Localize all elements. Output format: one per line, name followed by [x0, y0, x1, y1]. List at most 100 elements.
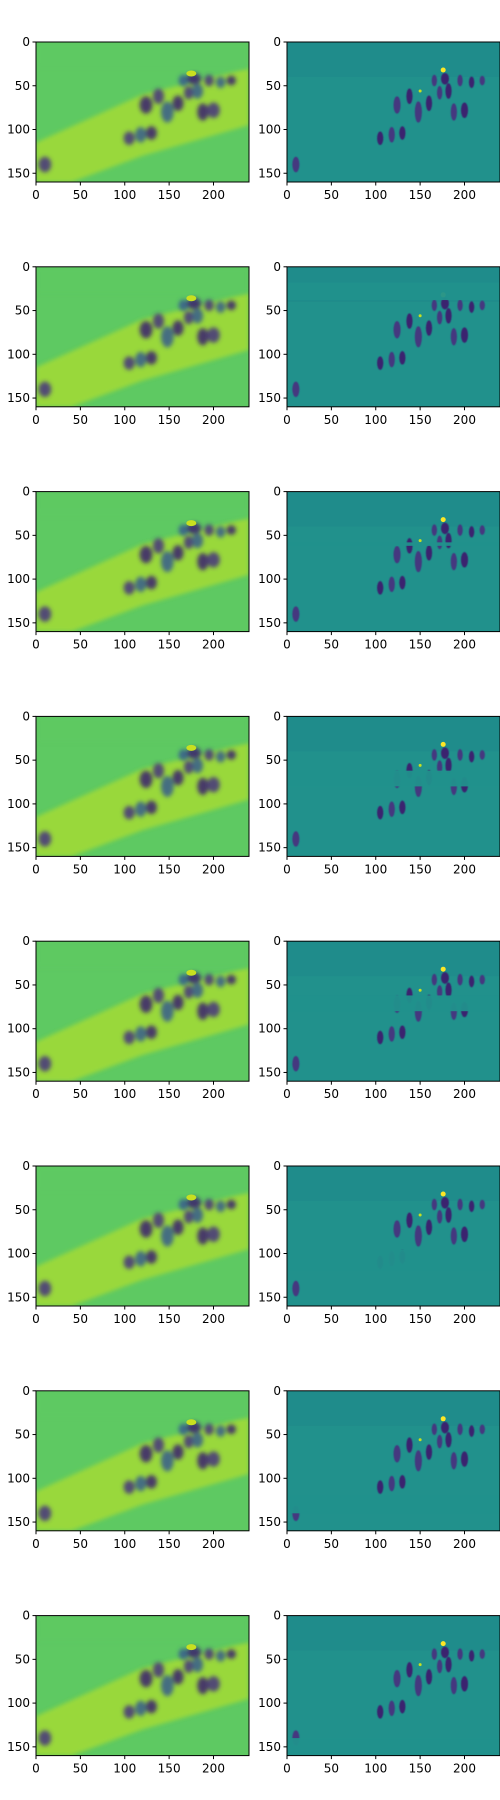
y-tick-label: 0 — [22, 709, 30, 723]
y-tick-label: 50 — [266, 1203, 281, 1217]
y-tick-label: 50 — [266, 528, 281, 542]
x-tick-label: 150 — [158, 862, 181, 876]
y-tick-label: 50 — [15, 1203, 30, 1217]
y-tick-label: 0 — [22, 1609, 30, 1623]
y-tick-label: 150 — [258, 1290, 281, 1304]
x-tick-label: 150 — [409, 1537, 432, 1551]
x-tick-label: 50 — [73, 638, 88, 652]
y-tick-label: 100 — [7, 572, 30, 586]
axes-frame — [286, 1165, 500, 1307]
x-tick-label: 200 — [202, 638, 225, 652]
axes-frame — [35, 1165, 250, 1307]
axes-frame — [35, 1390, 250, 1532]
y-tick-label: 150 — [258, 616, 281, 630]
y-tick-label: 150 — [258, 166, 281, 180]
x-tick-label: 0 — [32, 1762, 40, 1776]
x-tick-label: 0 — [283, 638, 291, 652]
x-tick-label: 50 — [73, 1312, 88, 1326]
y-tick-label: 0 — [22, 260, 30, 274]
heatmap-image — [36, 266, 249, 407]
x-tick-label: 200 — [453, 1537, 476, 1551]
x-tick-label: 0 — [32, 1087, 40, 1101]
heatmap-image — [287, 1166, 500, 1306]
x-tick-label: 50 — [324, 1312, 339, 1326]
x-tick-label: 50 — [324, 413, 339, 427]
y-tick-label: 50 — [15, 1652, 30, 1666]
axes-frame — [286, 715, 500, 857]
x-tick-label: 150 — [158, 1312, 181, 1326]
x-tick-label: 200 — [202, 1537, 225, 1551]
y-tick-label: 50 — [15, 79, 30, 93]
x-tick-label: 100 — [113, 413, 136, 427]
axes-frame — [286, 1615, 500, 1757]
y-tick-label: 0 — [273, 1159, 281, 1173]
y-tick-label: 150 — [258, 1740, 281, 1754]
heatmap-image — [36, 1166, 249, 1306]
x-tick-label: 150 — [409, 1087, 432, 1101]
x-tick-label: 200 — [202, 188, 225, 202]
x-tick-label: 0 — [283, 1087, 291, 1101]
y-tick-label: 50 — [15, 304, 30, 318]
x-tick-label: 200 — [453, 413, 476, 427]
x-tick-label: 50 — [73, 1762, 88, 1776]
y-tick-label: 100 — [258, 1696, 281, 1710]
x-tick-label: 150 — [409, 638, 432, 652]
heatmap-image — [36, 1390, 249, 1531]
x-tick-label: 50 — [73, 413, 88, 427]
y-tick-label: 100 — [7, 1022, 30, 1036]
x-tick-label: 100 — [113, 638, 136, 652]
x-tick-label: 200 — [453, 638, 476, 652]
x-tick-label: 0 — [32, 638, 40, 652]
x-tick-label: 100 — [113, 1537, 136, 1551]
axes-frame — [35, 491, 250, 633]
y-tick-label: 50 — [266, 753, 281, 767]
x-tick-label: 0 — [32, 413, 40, 427]
y-tick-label: 100 — [7, 123, 30, 137]
x-tick-label: 0 — [32, 1537, 40, 1551]
y-tick-label: 150 — [258, 391, 281, 405]
y-tick-label: 50 — [266, 978, 281, 992]
x-tick-label: 0 — [283, 1312, 291, 1326]
x-tick-label: 150 — [158, 1762, 181, 1776]
x-tick-label: 100 — [364, 862, 387, 876]
x-tick-label: 50 — [73, 862, 88, 876]
x-tick-label: 100 — [364, 188, 387, 202]
heatmap-image — [36, 941, 249, 1082]
y-tick-label: 150 — [7, 1740, 30, 1754]
axes-frame — [286, 940, 500, 1082]
heatmap-image — [287, 266, 500, 407]
x-tick-label: 150 — [158, 638, 181, 652]
y-tick-label: 50 — [266, 304, 281, 318]
x-tick-label: 0 — [32, 862, 40, 876]
y-tick-label: 100 — [258, 572, 281, 586]
x-tick-label: 50 — [324, 1762, 339, 1776]
axes-frame — [35, 715, 250, 857]
x-tick-label: 0 — [32, 188, 40, 202]
heatmap-image — [287, 716, 500, 857]
y-tick-label: 50 — [15, 753, 30, 767]
axes-frame — [286, 491, 500, 633]
heatmap-image — [36, 42, 249, 182]
y-tick-label: 100 — [258, 1022, 281, 1036]
axes-frame — [286, 1390, 500, 1532]
heatmap-image — [36, 491, 249, 632]
x-tick-label: 100 — [364, 1537, 387, 1551]
x-tick-label: 100 — [113, 862, 136, 876]
heatmap-image — [287, 1615, 500, 1756]
y-tick-label: 150 — [258, 841, 281, 855]
x-tick-label: 200 — [453, 862, 476, 876]
y-tick-label: 100 — [258, 123, 281, 137]
